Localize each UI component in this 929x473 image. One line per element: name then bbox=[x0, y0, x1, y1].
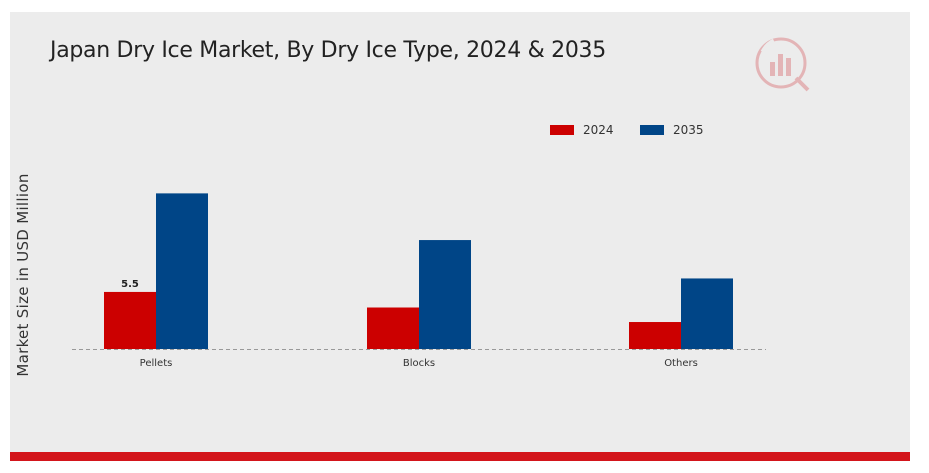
x-tick-label-pellets: Pellets bbox=[140, 358, 173, 369]
bar-2035-others bbox=[681, 278, 733, 349]
bar-2035-pellets bbox=[156, 193, 208, 349]
bar-2024-blocks bbox=[367, 307, 419, 349]
legend-swatch-2024 bbox=[550, 125, 574, 135]
x-tick-label-blocks: Blocks bbox=[403, 358, 435, 369]
bar-2024-others bbox=[629, 322, 681, 349]
data-label-2024-pellets: 5.5 bbox=[121, 279, 139, 290]
x-tick-label-others: Others bbox=[664, 358, 698, 369]
bar-2024-pellets bbox=[104, 291, 156, 349]
bar-2035-blocks bbox=[419, 240, 471, 349]
legend-swatch-2035 bbox=[640, 125, 664, 135]
legend-label-2035: 2035 bbox=[673, 123, 704, 137]
chart-title: Japan Dry Ice Market, By Dry Ice Type, 2… bbox=[50, 38, 606, 63]
bottom-accent-bar bbox=[10, 452, 910, 461]
market-research-logo-icon bbox=[755, 37, 810, 92]
legend-label-2024: 2024 bbox=[583, 123, 614, 137]
